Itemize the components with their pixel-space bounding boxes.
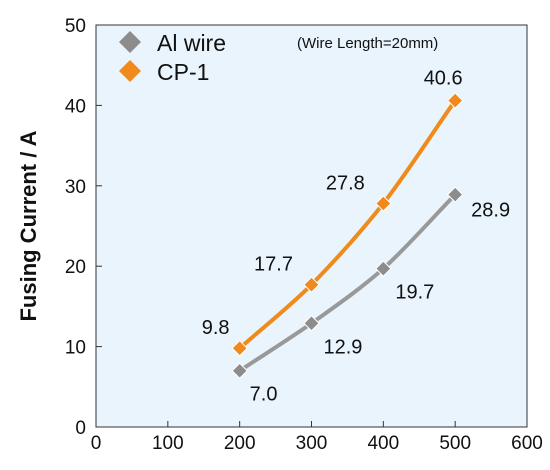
legend-label-al-wire: Al wire <box>157 30 226 56</box>
y-tick-label: 30 <box>65 177 86 198</box>
series-line-cp-1 <box>237 98 458 351</box>
data-point-al-wire <box>375 260 392 277</box>
y-tick-label: 0 <box>75 418 86 439</box>
x-tick-label: 400 <box>367 433 399 454</box>
data-point-cp-1 <box>231 340 248 357</box>
data-label-al-wire: 12.9 <box>324 336 363 358</box>
data-label-cp-1: 27.8 <box>326 172 365 194</box>
y-tick-label: 40 <box>65 96 86 117</box>
data-point-al-wire <box>446 186 464 203</box>
data-point-cp-1 <box>375 195 392 212</box>
series-line-al-wire <box>237 192 458 373</box>
legend-marker-cp-1 <box>119 60 141 82</box>
x-tick-label: 300 <box>296 433 328 454</box>
y-tick-label: 20 <box>65 257 86 278</box>
y-tick-label: 50 <box>65 16 86 37</box>
legend: Al wire CP-1 <box>119 30 226 85</box>
legend-marker-al-wire <box>119 31 141 53</box>
data-point-al-wire <box>303 315 320 332</box>
plot-area <box>95 24 528 428</box>
data-label-cp-1: 9.8 <box>202 317 230 339</box>
data-label-al-wire: 19.7 <box>395 282 434 304</box>
legend-label-cp-1: CP-1 <box>157 59 209 85</box>
y-axis-label: Fusing Current / A <box>16 130 41 321</box>
data-label-cp-1: 40.6 <box>424 68 463 90</box>
x-tick-label: 200 <box>224 433 256 454</box>
x-tick-label: 600 <box>511 433 543 454</box>
data-point-cp-1 <box>446 92 464 109</box>
data-label-al-wire: 7.0 <box>250 384 278 406</box>
x-tick-label: 0 <box>91 433 102 454</box>
x-tick-label: 500 <box>439 433 471 454</box>
data-point-al-wire <box>231 362 248 379</box>
data-label-al-wire: 28.9 <box>471 200 510 222</box>
wire-length-note: (Wire Length=20mm) <box>297 35 438 52</box>
data-point-cp-1 <box>303 276 320 293</box>
y-tick-label: 10 <box>65 338 86 359</box>
data-label-cp-1: 17.7 <box>254 254 293 276</box>
x-tick-label: 100 <box>152 433 184 454</box>
